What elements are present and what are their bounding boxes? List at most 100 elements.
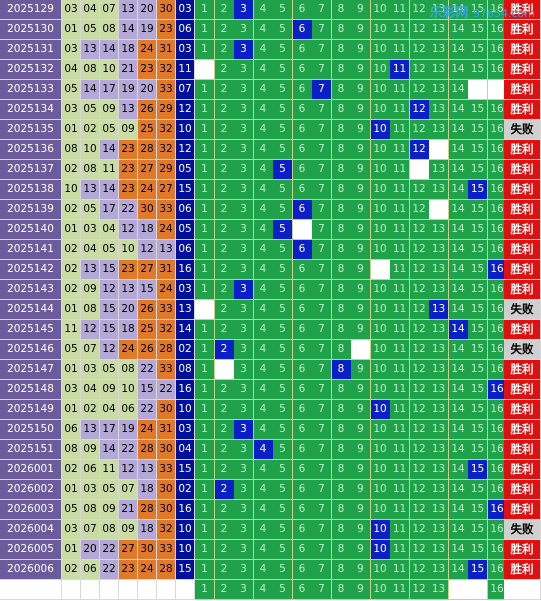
blue-position-cell: 1 bbox=[195, 120, 215, 140]
result-cell: 胜利 bbox=[504, 480, 541, 500]
blue-position-cell: 6 bbox=[292, 580, 313, 600]
period-cell: 2025144 bbox=[0, 300, 62, 320]
blue-position-cell: 7 bbox=[312, 240, 332, 260]
blue-position-cell: 14 bbox=[448, 240, 469, 260]
blue-position-cell: 8 bbox=[331, 520, 352, 540]
red-ball-cell: 28 bbox=[138, 440, 157, 460]
blue-position-cell: 11 bbox=[390, 220, 410, 240]
blue-position-cell: 2 bbox=[214, 540, 235, 560]
period-cell: 2026004 bbox=[0, 520, 62, 540]
red-ball-cell: 11 bbox=[100, 460, 119, 480]
blue-position-cell: 6 bbox=[292, 120, 313, 140]
red-ball-cell: 27 bbox=[138, 260, 157, 280]
blue-position-cell: 11 bbox=[390, 360, 410, 380]
result-cell: 胜利 bbox=[504, 400, 541, 420]
blue-position-cell: 5 bbox=[273, 520, 293, 540]
red-ball-cell: 07 bbox=[81, 520, 100, 540]
red-ball-cell: 05 bbox=[81, 100, 100, 120]
red-ball-cell: 18 bbox=[138, 480, 157, 500]
red-ball-cell: 07 bbox=[119, 480, 138, 500]
blue-position-cell: 3 bbox=[234, 560, 254, 580]
blue-position-cell: 15 bbox=[468, 180, 488, 200]
blue-position-cell: 12 bbox=[409, 580, 430, 600]
table-row: 2025144 01 08 15 20 26 33 13 1 2 3 4 5 6 7 8 9 10 11 12 13 14… bbox=[0, 300, 541, 320]
blue-position-cell: 14 bbox=[448, 100, 469, 120]
blue-ball-cell: 16 bbox=[176, 500, 195, 520]
blue-position-cell: 7 bbox=[312, 20, 332, 40]
blue-position-cell: 9 bbox=[351, 140, 371, 160]
result-cell: 胜利 bbox=[504, 20, 541, 40]
blue-position-cell: 11 bbox=[390, 100, 410, 120]
period-cell: 2025140 bbox=[0, 220, 62, 240]
blue-position-cell: 2 bbox=[214, 500, 235, 520]
blue-position-cell: 5 bbox=[273, 400, 293, 420]
result-cell: 失败 bbox=[504, 520, 541, 540]
blue-position-cell: 12 bbox=[409, 340, 430, 360]
blue-ball-cell: 15 bbox=[176, 460, 195, 480]
blue-position-cell: 12 bbox=[409, 180, 430, 200]
blue-position-cell: 3 bbox=[234, 60, 254, 80]
blue-position-cell: 2 bbox=[214, 160, 235, 180]
blue-position-cell: 2 bbox=[214, 200, 235, 220]
table-row: 2025151 08 09 14 22 28 30 04 1 2 3 4 5 6 7 8 9 10 11 12 13 14… bbox=[0, 440, 541, 460]
red-ball-cell: 06 bbox=[119, 400, 138, 420]
blue-position-cell: 3 bbox=[234, 0, 254, 20]
result-cell: 胜利 bbox=[504, 560, 541, 580]
blue-position-cell: 2 bbox=[214, 400, 235, 420]
blue-position-cell: 3 bbox=[234, 320, 254, 340]
table-row: 2025136 08 10 14 23 28 32 12 1 2 3 4 5 6 7 8 9 10 11 12 13 14… bbox=[0, 140, 541, 160]
blue-position-cell: 11 bbox=[390, 540, 410, 560]
red-ball-cell: 32 bbox=[157, 120, 176, 140]
red-ball-cell: 01 bbox=[62, 220, 81, 240]
red-ball-cell: 18 bbox=[138, 220, 157, 240]
blue-position-cell: 8 bbox=[331, 340, 352, 360]
blue-position-cell: 4 bbox=[253, 340, 274, 360]
blue-position-cell: 15 bbox=[468, 560, 488, 580]
blue-position-cell: 12 bbox=[409, 240, 430, 260]
blue-position-cell: 6 bbox=[292, 380, 313, 400]
blue-position-cell: 14 bbox=[448, 260, 469, 280]
red-ball-cell: 08 bbox=[119, 360, 138, 380]
blue-position-cell: 3 bbox=[234, 280, 254, 300]
blue-position-cell: 15 bbox=[468, 120, 488, 140]
blue-position-cell: 4 bbox=[253, 540, 274, 560]
red-ball-cell: 23 bbox=[119, 560, 138, 580]
period-cell: 2026001 bbox=[0, 460, 62, 480]
red-ball-cell: 20 bbox=[138, 80, 157, 100]
red-ball-cell: 15 bbox=[100, 320, 119, 340]
blue-position-cell: 7 bbox=[312, 420, 332, 440]
blue-position-cell: 11 bbox=[390, 0, 410, 20]
red-ball-cell: 05 bbox=[81, 200, 100, 220]
blue-position-cell: 2 bbox=[214, 380, 235, 400]
period-cell: 2025136 bbox=[0, 140, 62, 160]
period-cell: 2025138 bbox=[0, 180, 62, 200]
red-ball-cell: 29 bbox=[157, 100, 176, 120]
blue-position-cell: 9 bbox=[351, 440, 371, 460]
blue-position-cell: 6 bbox=[292, 560, 313, 580]
red-ball-cell: 32 bbox=[157, 520, 176, 540]
blue-position-cell: 11 bbox=[390, 380, 410, 400]
result-cell: 胜利 bbox=[504, 140, 541, 160]
red-ball-cell: 03 bbox=[62, 380, 81, 400]
blue-position-cell: 3 bbox=[234, 420, 254, 440]
blue-position-cell: 16 bbox=[487, 160, 508, 180]
period-cell: 2025130 bbox=[0, 20, 62, 40]
blue-position-cell: 1 bbox=[195, 140, 215, 160]
red-ball-cell: 13 bbox=[138, 460, 157, 480]
blue-position-cell: 12 bbox=[409, 420, 430, 440]
blue-position-cell: 5 bbox=[273, 220, 293, 240]
red-ball-cell: 30 bbox=[157, 0, 176, 20]
blue-position-cell: 7 bbox=[312, 80, 332, 100]
blue-position-cell: 13 bbox=[429, 340, 449, 360]
blue-position-cell: 6 bbox=[292, 500, 313, 520]
blue-position-cell: 15 bbox=[468, 460, 488, 480]
blue-position-cell: 14 bbox=[448, 40, 469, 60]
red-ball-cell: 24 bbox=[138, 180, 157, 200]
blue-position-cell: 4 bbox=[253, 520, 274, 540]
red-ball-cell: 13 bbox=[119, 0, 138, 20]
blue-position-cell: 12 bbox=[409, 0, 430, 20]
blue-position-cell: 15 bbox=[468, 420, 488, 440]
blue-position-cell: 1 bbox=[195, 560, 215, 580]
blue-position-cell: 10 bbox=[370, 520, 391, 540]
blue-position-cell: 9 bbox=[351, 0, 371, 20]
